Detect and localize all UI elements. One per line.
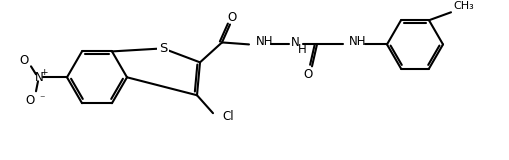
- Text: O: O: [25, 94, 35, 107]
- Text: O: O: [227, 11, 236, 24]
- Text: S: S: [158, 42, 167, 55]
- Text: NH: NH: [256, 35, 273, 48]
- Text: O: O: [303, 68, 312, 81]
- Text: ⁻: ⁻: [39, 94, 45, 104]
- Text: Cl: Cl: [221, 110, 233, 123]
- Text: NH: NH: [348, 35, 366, 48]
- Text: CH₃: CH₃: [452, 1, 473, 11]
- Text: N: N: [35, 71, 43, 84]
- Text: O: O: [19, 54, 29, 67]
- Text: +: +: [40, 68, 48, 77]
- Text: H: H: [297, 43, 306, 56]
- Text: N: N: [291, 36, 299, 49]
